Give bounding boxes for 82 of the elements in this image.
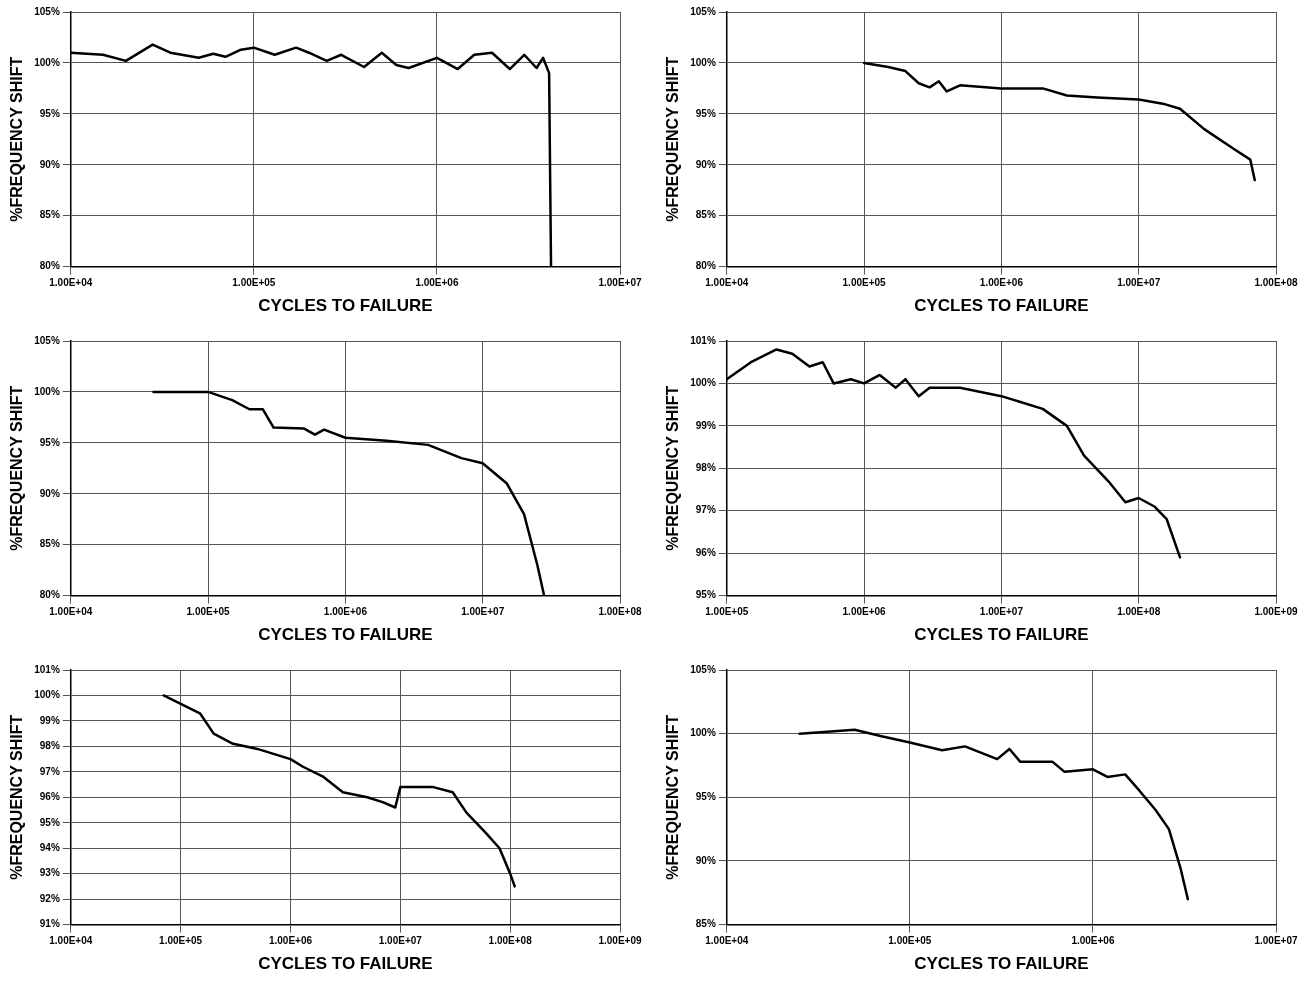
y-tick-label: 98%	[39, 740, 60, 752]
y-tick-label: 98%	[695, 462, 716, 474]
y-tick-label: 90%	[39, 158, 60, 170]
x-tick-label: 1.00E+04	[705, 277, 749, 289]
y-tick-label: 90%	[39, 487, 60, 499]
x-tick-label: 1.00E+06	[979, 277, 1024, 289]
y-tick-label: 97%	[695, 504, 716, 516]
y-tick-label: 80%	[39, 260, 60, 272]
x-tick-label: 1.00E+04	[49, 935, 93, 947]
y-tick-label: 95%	[39, 107, 60, 119]
x-tick-label: 1.00E+08	[488, 935, 533, 947]
x-tick-label: 1.00E+04	[49, 277, 93, 289]
y-tick-label: 105%	[690, 5, 716, 17]
y-tick-label: 80%	[39, 589, 60, 601]
y-tick-label: 94%	[39, 841, 60, 853]
y-tick-label: 100%	[690, 727, 716, 739]
y-tick-label: 85%	[695, 209, 716, 221]
x-tick-label: 1.00E+07	[378, 935, 423, 947]
x-tick-label: 1.00E+07	[598, 277, 642, 289]
y-axis-title: %FREQUENCY SHIFT	[664, 714, 682, 880]
y-tick-label: 100%	[690, 377, 716, 389]
x-tick-label: 1.00E+07	[979, 606, 1024, 618]
x-tick-label: 1.00E+06	[415, 277, 459, 289]
y-tick-label: 105%	[34, 5, 60, 17]
y-tick-label: 85%	[39, 209, 60, 221]
x-tick-label: 1.00E+05	[705, 606, 749, 618]
y-tick-label: 96%	[695, 546, 716, 558]
y-axis-title: %FREQUENCY SHIFT	[8, 714, 26, 880]
y-tick-label: 80%	[695, 260, 716, 272]
x-tick-label: 1.00E+05	[159, 935, 203, 947]
x-axis-title: CYCLES TO FAILURE	[914, 954, 1089, 974]
y-tick-label: 101%	[690, 334, 716, 346]
y-axis-title: %FREQUENCY SHIFT	[664, 56, 682, 222]
x-tick-label: 1.00E+05	[186, 606, 231, 618]
y-tick-label: 95%	[39, 816, 60, 828]
x-tick-label: 1.00E+04	[705, 935, 749, 947]
x-tick-label: 1.00E+08	[1254, 277, 1298, 289]
x-tick-label: 1.00E+07	[461, 606, 505, 618]
y-tick-label: 100%	[34, 56, 60, 68]
y-tick-label: 100%	[34, 385, 60, 397]
y-tick-label: 105%	[34, 334, 60, 346]
x-tick-label: 1.00E+05	[232, 277, 276, 289]
y-tick-label: 96%	[39, 791, 60, 803]
x-tick-label: 1.00E+07	[1117, 277, 1161, 289]
y-tick-label: 100%	[34, 689, 60, 701]
x-tick-label: 1.00E+04	[49, 606, 93, 618]
x-axis-title: CYCLES TO FAILURE	[258, 296, 433, 316]
x-tick-label: 1.00E+06	[842, 606, 887, 618]
y-tick-label: 85%	[695, 918, 716, 930]
y-tick-label: 105%	[690, 663, 716, 675]
y-tick-label: 95%	[695, 791, 716, 803]
x-tick-label: 1.00E+09	[598, 935, 642, 947]
x-tick-label: 1.00E+08	[598, 606, 642, 618]
y-tick-label: 85%	[39, 538, 60, 550]
y-tick-label: 95%	[695, 589, 716, 601]
y-tick-label: 93%	[39, 867, 60, 879]
y-tick-label: 95%	[39, 436, 60, 448]
x-axis-title: CYCLES TO FAILURE	[258, 625, 433, 645]
y-tick-label: 91%	[39, 918, 60, 930]
y-tick-label: 95%	[695, 107, 716, 119]
y-tick-label: 90%	[695, 158, 716, 170]
x-tick-label: 1.00E+09	[1254, 606, 1298, 618]
x-axis-title: CYCLES TO FAILURE	[914, 296, 1089, 316]
y-axis-title: %FREQUENCY SHIFT	[664, 385, 682, 551]
y-tick-label: 90%	[695, 854, 716, 866]
y-tick-label: 99%	[39, 714, 60, 726]
y-tick-label: 99%	[695, 419, 716, 431]
x-tick-label: 1.00E+06	[268, 935, 313, 947]
x-tick-label: 1.00E+06	[1071, 935, 1115, 947]
y-tick-label: 100%	[690, 56, 716, 68]
x-tick-label: 1.00E+06	[323, 606, 368, 618]
y-tick-label: 97%	[39, 765, 60, 777]
y-tick-label: 92%	[39, 892, 60, 904]
y-axis-title: %FREQUENCY SHIFT	[8, 56, 26, 222]
x-tick-label: 1.00E+05	[842, 277, 887, 289]
x-axis-title: CYCLES TO FAILURE	[914, 625, 1089, 645]
x-tick-label: 1.00E+07	[1254, 935, 1298, 947]
x-tick-label: 1.00E+05	[888, 935, 932, 947]
y-axis-title: %FREQUENCY SHIFT	[8, 385, 26, 551]
x-tick-label: 1.00E+08	[1117, 606, 1161, 618]
x-axis-title: CYCLES TO FAILURE	[258, 954, 433, 974]
y-tick-label: 101%	[34, 663, 60, 675]
